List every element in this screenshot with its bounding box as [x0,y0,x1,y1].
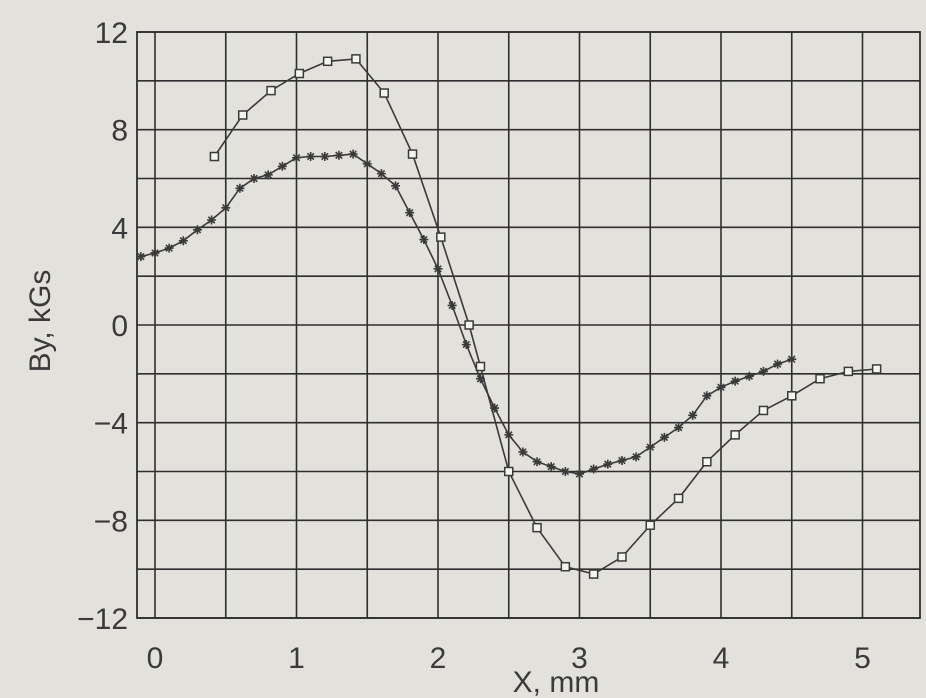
data-point-star [447,300,457,310]
data-point-star [674,423,684,433]
data-point-star [461,340,471,350]
series-square [209,54,882,579]
x-tick-label: 2 [430,642,447,675]
data-point-star [235,183,245,193]
data-point-star [617,456,627,466]
data-point-star [207,215,217,225]
data-point-square [588,569,599,579]
data-point-square [294,68,305,79]
data-point-star [164,243,174,253]
y-tick-label: 8 [111,115,128,148]
grid [136,31,921,619]
data-point-star [702,391,712,401]
data-point-square [237,110,248,120]
data-point-star [391,181,401,191]
y-tick-label: −12 [77,603,128,636]
data-point-star [376,169,386,179]
data-point-square [730,430,740,440]
data-point-star [292,153,301,163]
data-point-star [575,469,584,479]
data-point-star [263,170,273,180]
data-point-star [744,371,754,381]
data-point-square [266,85,276,96]
data-point-star [546,462,556,472]
data-point-square [475,361,486,372]
series-layer [136,54,882,579]
data-point-star [320,152,330,162]
data-point-star [249,174,259,183]
data-point-star [136,252,146,262]
data-point-square [504,466,514,477]
data-point-square [815,373,825,384]
data-point-star [178,236,188,246]
x-tick-label: 4 [713,642,730,675]
data-point-star [348,149,358,159]
data-point-star [518,447,528,457]
data-point-star [589,464,599,474]
data-point-star [192,225,202,235]
data-point-square [351,54,361,64]
data-point-star [773,359,783,369]
data-point-star [334,150,344,160]
data-point-star [405,208,415,218]
x-tick-label: 3 [571,642,588,675]
data-point-star [433,264,443,274]
y-tick-label: −8 [94,505,128,538]
data-point-star [659,432,669,442]
data-point-star [631,452,641,462]
data-point-star [475,374,485,384]
data-point-star [306,152,316,162]
x-tick-label: 5 [854,642,871,675]
data-point-star [787,354,797,364]
data-point-square [758,405,769,416]
data-point-star [490,403,500,413]
data-point-star [688,410,698,420]
data-point-star [560,467,570,476]
y-tick-label: −4 [94,408,128,441]
data-point-square [787,391,797,401]
data-point-square [464,320,474,330]
x-tick-label: 0 [147,642,164,675]
y-axis-label: By, kGs [24,270,57,373]
data-point-star [504,430,514,440]
data-point-star [758,366,768,376]
x-axis-label: X, mm [513,666,600,698]
data-point-star [277,161,287,171]
y-tick-label: 12 [95,17,128,50]
data-point-square [209,151,220,162]
data-point-square [436,232,446,242]
data-point-star [645,442,655,452]
x-tick-label: 1 [288,642,305,675]
data-point-star [532,457,542,467]
data-point-square [617,552,627,562]
data-point-star [730,376,740,386]
series-line-square [213,58,877,575]
data-point-square [702,456,712,467]
data-point-star [221,203,231,213]
data-point-square [645,520,655,530]
y-tick-label: 4 [111,212,128,245]
data-point-star [716,382,726,392]
data-point-square [407,149,418,159]
data-point-star [603,459,613,469]
data-point-square [560,561,571,572]
data-point-square [843,366,854,377]
data-point-square [673,493,684,504]
data-point-square [871,364,882,374]
data-point-star [150,248,160,258]
data-point-star [362,159,372,169]
data-point-square [322,56,333,67]
data-point-square [532,522,542,533]
data-point-star [419,235,429,245]
series-star [136,149,797,479]
data-point-square [379,88,389,98]
y-tick-label: 0 [111,310,128,343]
